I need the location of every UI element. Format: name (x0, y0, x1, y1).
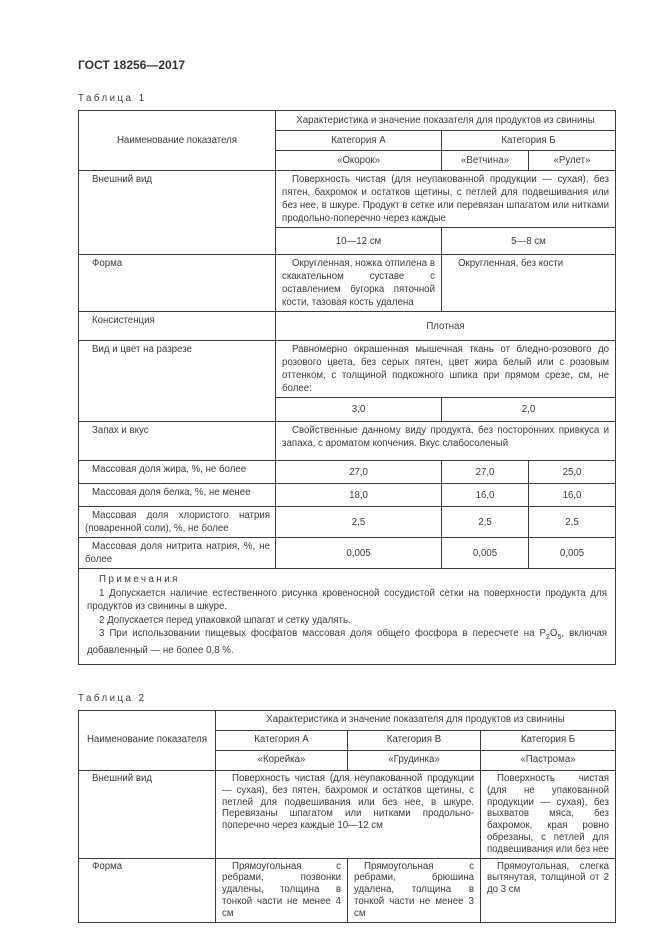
t2-shape-value-b: Прямоугольная с ребрами, брюшина удалена… (347, 857, 481, 923)
table1-row-smell-taste: Запах и вкус Свойственные данному виду п… (78, 421, 616, 461)
note-1: 1 Допускается наличие естественного рису… (87, 587, 607, 613)
smell-taste-value: Свойственные данному виду продукта, без … (275, 421, 616, 461)
fat-value-okorok: 27,0 (275, 460, 442, 484)
note-3-subscript-5: 5 (557, 633, 562, 641)
shape-label: Форма (78, 254, 276, 312)
table1-header-cat-a: Категория А (275, 130, 442, 151)
appearance-text: Поверхность чистая (для неупакованной пр… (275, 170, 616, 228)
salt-value-rulet: 2,5 (528, 506, 616, 538)
cut-view-value-b: 2,0 (441, 397, 616, 422)
nitrite-label: Массовая доля нитрита натрия, %, не боле… (78, 537, 276, 569)
note-3-formula-o: О (549, 628, 558, 639)
table1-label: Таблица 1 (78, 93, 147, 104)
consistency-label: Консистенция (78, 311, 276, 341)
note-2: 2 Допускается перед упаковкой шпагат и с… (99, 614, 351, 626)
table2-header-cat-v: Категория В (347, 729, 481, 751)
table1-header-row-3: «Окорок» «Ветчина» «Рулет» (79, 150, 616, 171)
table2-header-row-1: Наименование показателя Характеристика и… (78, 709, 616, 771)
nitrite-value-vetchina: 0,005 (441, 537, 529, 569)
table1-header-name: Наименование показателя (78, 110, 276, 171)
fat-value-rulet: 25,0 (528, 460, 616, 484)
t2-appearance-value-c: Поверхность чистая (для не упакованной п… (480, 769, 616, 859)
table1-row-cut-view-values: 3,0 2,0 (79, 397, 616, 422)
appearance-value-a: 10—12 см (275, 227, 442, 255)
cut-view-value-a: 3,0 (275, 397, 442, 422)
table2-header-cat-a: Категория А (215, 729, 348, 751)
table1-header-product-rulet: «Рулет» (528, 150, 616, 171)
protein-label: Массовая доля белка, %, не менее (78, 483, 276, 507)
t2-appearance-value-ab: Поверхность чистая (для неупакованной пр… (215, 769, 481, 859)
shape-value-b: Округленная, без кости (441, 254, 616, 312)
t2-appearance-label: Внешний вид (78, 769, 216, 859)
fat-label: Массовая доля жира, %, не более (78, 460, 276, 484)
table1-header-row-2: Категория А Категория Б (79, 130, 616, 151)
consistency-value: Плотная (275, 311, 616, 341)
appearance-label: Внешний вид (78, 170, 276, 255)
note-3-text-end: , включая добавленный — не более 0,8 %. (87, 628, 608, 657)
notes-cell: Примечания 1 Допускается наличие естеств… (78, 568, 616, 665)
table1: Наименование показателя Характеристика и… (78, 110, 616, 665)
shape-value-a: Округленная, ножка отпилена в скакательн… (275, 254, 442, 312)
table1-row-nitrite: Массовая доля нитрита натрия, %, не боле… (78, 537, 616, 569)
table1-row-fat: Массовая доля жира, %, не более 27,0 27,… (78, 460, 616, 484)
table1-header-row-1: Наименование показателя Характеристика и… (78, 110, 616, 171)
fat-value-vetchina: 27,0 (441, 460, 529, 484)
nitrite-value-rulet: 0,005 (528, 537, 616, 569)
protein-value-okorok: 18,0 (275, 483, 442, 507)
table1-header-product-vetchina: «Ветчина» (441, 150, 529, 171)
table2-row-appearance: Внешний вид Поверхность чистая (для неуп… (78, 769, 616, 859)
table2-header-product-grudinka: «Грудинка» (347, 749, 481, 771)
table1-row-cut-view: Вид и цвет на разрезе Равномерно окрашен… (78, 340, 616, 422)
table2-header-row-3: «Корейка» «Грудинка» «Пастрома» (79, 749, 616, 771)
protein-value-rulet: 16,0 (528, 483, 616, 507)
table1-row-consistency: Консистенция Плотная (78, 311, 616, 341)
table2: Наименование показателя Характеристика и… (78, 709, 616, 923)
table2-header-span-title: Характеристика и значение показателя для… (215, 709, 616, 731)
doc-code: ГОСТ 18256—2017 (78, 58, 186, 72)
table2-header-product-koreika: «Корейка» (215, 749, 348, 771)
table1-row-shape: Форма Округленная, ножка отпилена в скак… (78, 254, 616, 312)
t2-shape-value-c: Прямоугольная, слегка вытянутая, толщино… (480, 857, 616, 923)
smell-taste-label: Запах и вкус (78, 421, 276, 461)
table2-header-name: Наименование показателя (78, 709, 216, 771)
notes-title: Примечания (99, 574, 180, 585)
table2-label: Таблица 2 (78, 692, 147, 704)
table1-row-appearance: Внешний вид Поверхность чистая (для неуп… (78, 170, 616, 255)
cut-view-label: Вид и цвет на разрезе (78, 340, 276, 422)
table1-header-cat-b: Категория Б (441, 130, 616, 151)
table1-header-span-title: Характеристика и значение показателя для… (275, 110, 616, 131)
protein-value-vetchina: 16,0 (441, 483, 529, 507)
cut-view-text: Равномерно окрашенная мышечная ткань от … (275, 340, 616, 398)
page-content: ГОСТ 18256—2017 Таблица 1 Наименование п… (78, 0, 616, 935)
table1-row-notes: Примечания 1 Допускается наличие естеств… (78, 568, 616, 665)
note-3-text: 3 При использовании пищевых фосфатов мас… (99, 628, 546, 639)
table2-header-product-pastroma: «Пастрома» (480, 749, 616, 771)
table1-header-product-okorok: «Окорок» (275, 150, 442, 171)
nitrite-value-okorok: 0,005 (275, 537, 442, 569)
note-3: 3 При использовании пищевых фосфатов мас… (87, 627, 607, 658)
salt-label: Массовая доля хлористого натрия (поварен… (78, 506, 276, 538)
table1-row-salt: Массовая доля хлористого натрия (поварен… (78, 506, 616, 538)
table2-row-shape: Форма Прямоугольная с ребрами, позвонки … (78, 857, 616, 923)
t2-shape-label: Форма (78, 857, 216, 923)
table1-row-protein: Массовая доля белка, %, не менее 18,0 16… (78, 483, 616, 507)
note-3-subscript-2: 2 (546, 633, 550, 641)
t2-shape-value-a: Прямоугольная с ребрами, позвонки удален… (215, 857, 348, 923)
salt-value-okorok: 2,5 (275, 506, 442, 538)
appearance-value-b: 5—8 см (441, 227, 616, 255)
salt-value-vetchina: 2,5 (441, 506, 529, 538)
table2-header-cat-b: Категория Б (480, 729, 616, 751)
